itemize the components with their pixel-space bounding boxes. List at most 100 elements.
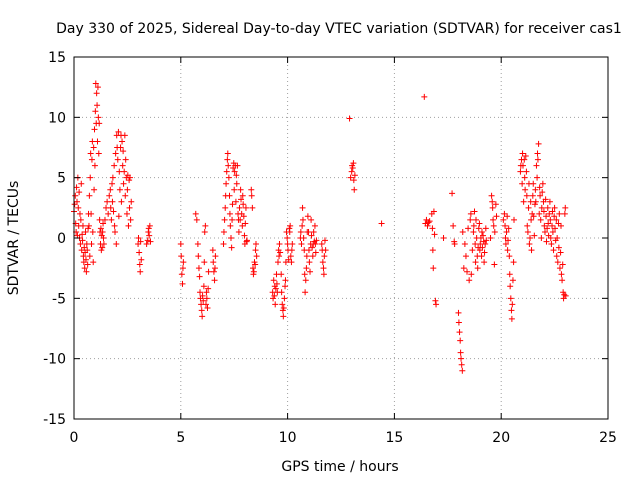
data-point	[430, 265, 437, 272]
data-point	[205, 285, 212, 292]
data-point	[309, 244, 316, 251]
data-point	[299, 204, 306, 211]
data-point	[192, 210, 199, 217]
data-point	[248, 186, 255, 193]
data-point	[508, 315, 515, 322]
data-point	[100, 235, 107, 241]
data-point	[223, 168, 230, 175]
data-point	[481, 249, 488, 256]
data-point	[553, 253, 560, 260]
data-point	[81, 265, 88, 272]
y-tick-label: -10	[43, 352, 66, 368]
data-point	[205, 268, 212, 275]
data-point	[511, 216, 518, 223]
data-point	[100, 241, 107, 248]
data-point	[468, 271, 475, 278]
data-point	[137, 238, 144, 245]
data-point	[226, 210, 233, 217]
data-point	[242, 204, 249, 211]
data-point	[231, 168, 238, 175]
data-point	[79, 237, 86, 244]
data-point	[346, 115, 353, 122]
data-point	[117, 144, 124, 151]
data-point	[279, 301, 286, 308]
data-point	[104, 198, 111, 205]
data-point	[203, 289, 210, 296]
data-point	[304, 213, 311, 220]
data-point	[312, 241, 319, 248]
data-point	[277, 249, 284, 256]
data-point	[554, 259, 561, 266]
data-point	[300, 235, 307, 241]
data-point	[471, 208, 478, 215]
data-point	[116, 186, 123, 193]
y-axis-label: SDTVAR / TECUs	[6, 181, 22, 296]
data-point	[534, 150, 541, 157]
data-point	[431, 231, 438, 238]
data-point	[106, 192, 113, 199]
data-point	[510, 259, 517, 266]
data-point	[549, 228, 556, 235]
data-point	[233, 172, 240, 179]
data-point	[534, 174, 541, 181]
data-point	[528, 247, 535, 254]
data-point	[529, 192, 536, 199]
data-point	[490, 222, 497, 229]
data-point	[455, 319, 462, 326]
data-point	[201, 228, 208, 235]
data-point	[126, 204, 133, 211]
data-point	[472, 241, 479, 248]
data-point	[96, 120, 103, 127]
data-point	[274, 259, 281, 266]
data-point	[210, 268, 217, 275]
data-point	[553, 216, 560, 223]
data-point	[72, 192, 79, 199]
data-point	[118, 198, 125, 205]
data-point	[534, 156, 541, 163]
data-point	[298, 241, 305, 248]
data-point	[86, 253, 93, 260]
data-point	[458, 361, 465, 368]
data-point	[122, 192, 129, 199]
y-tick-label: 5	[57, 171, 66, 187]
data-point	[272, 301, 279, 308]
data-point	[311, 222, 318, 229]
data-point	[546, 210, 553, 217]
data-point	[147, 238, 154, 245]
data-point	[88, 156, 95, 163]
data-point	[101, 216, 108, 223]
data-point	[198, 307, 205, 314]
data-point	[522, 152, 529, 159]
data-point	[519, 162, 526, 169]
data-point	[124, 186, 131, 193]
data-point	[120, 180, 127, 187]
data-point	[105, 210, 112, 217]
data-point	[539, 180, 546, 187]
data-point	[231, 186, 238, 193]
data-point	[528, 216, 535, 223]
data-point	[272, 285, 279, 292]
data-point	[203, 301, 210, 308]
data-point	[558, 271, 565, 278]
data-point	[121, 132, 128, 139]
data-point	[288, 259, 295, 266]
data-point	[120, 148, 127, 155]
data-point	[82, 228, 89, 235]
data-point	[475, 225, 482, 232]
data-point	[488, 192, 495, 199]
x-tick-label: 5	[176, 430, 185, 446]
data-point	[533, 162, 540, 169]
data-point	[517, 168, 524, 175]
data-point	[89, 228, 96, 235]
data-point	[276, 253, 283, 260]
data-point	[211, 277, 218, 284]
data-point	[127, 216, 134, 223]
data-point	[506, 253, 513, 260]
data-point	[519, 150, 526, 157]
data-point	[244, 237, 251, 244]
data-point	[109, 198, 116, 205]
data-point	[122, 156, 129, 163]
data-point	[561, 291, 568, 298]
data-point	[100, 220, 107, 227]
